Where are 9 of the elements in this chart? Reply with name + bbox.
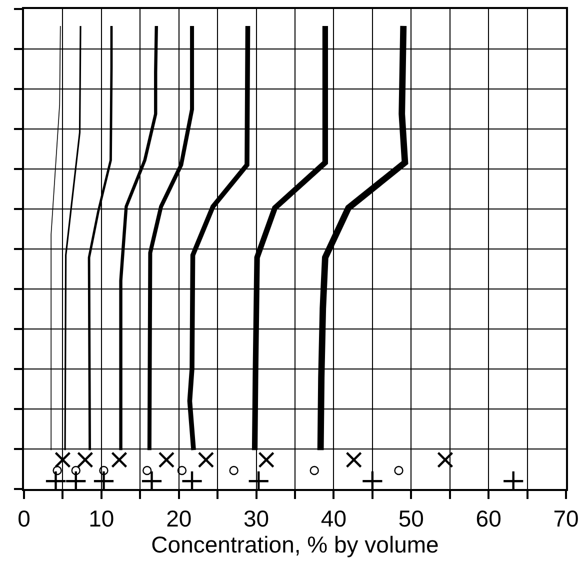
x-tick-label: 10	[88, 506, 114, 532]
x-tick-label: 40	[320, 506, 347, 532]
x-tick-label: 60	[476, 506, 502, 532]
x-tick-label: 70	[553, 506, 579, 532]
x-tick-label: 30	[243, 506, 270, 532]
x-tick-label: 20	[166, 506, 192, 532]
x-tick-label: 50	[398, 506, 424, 532]
x-tick-label: 0	[18, 506, 30, 532]
x-axis-title: Concentration, % by volume	[151, 532, 439, 558]
